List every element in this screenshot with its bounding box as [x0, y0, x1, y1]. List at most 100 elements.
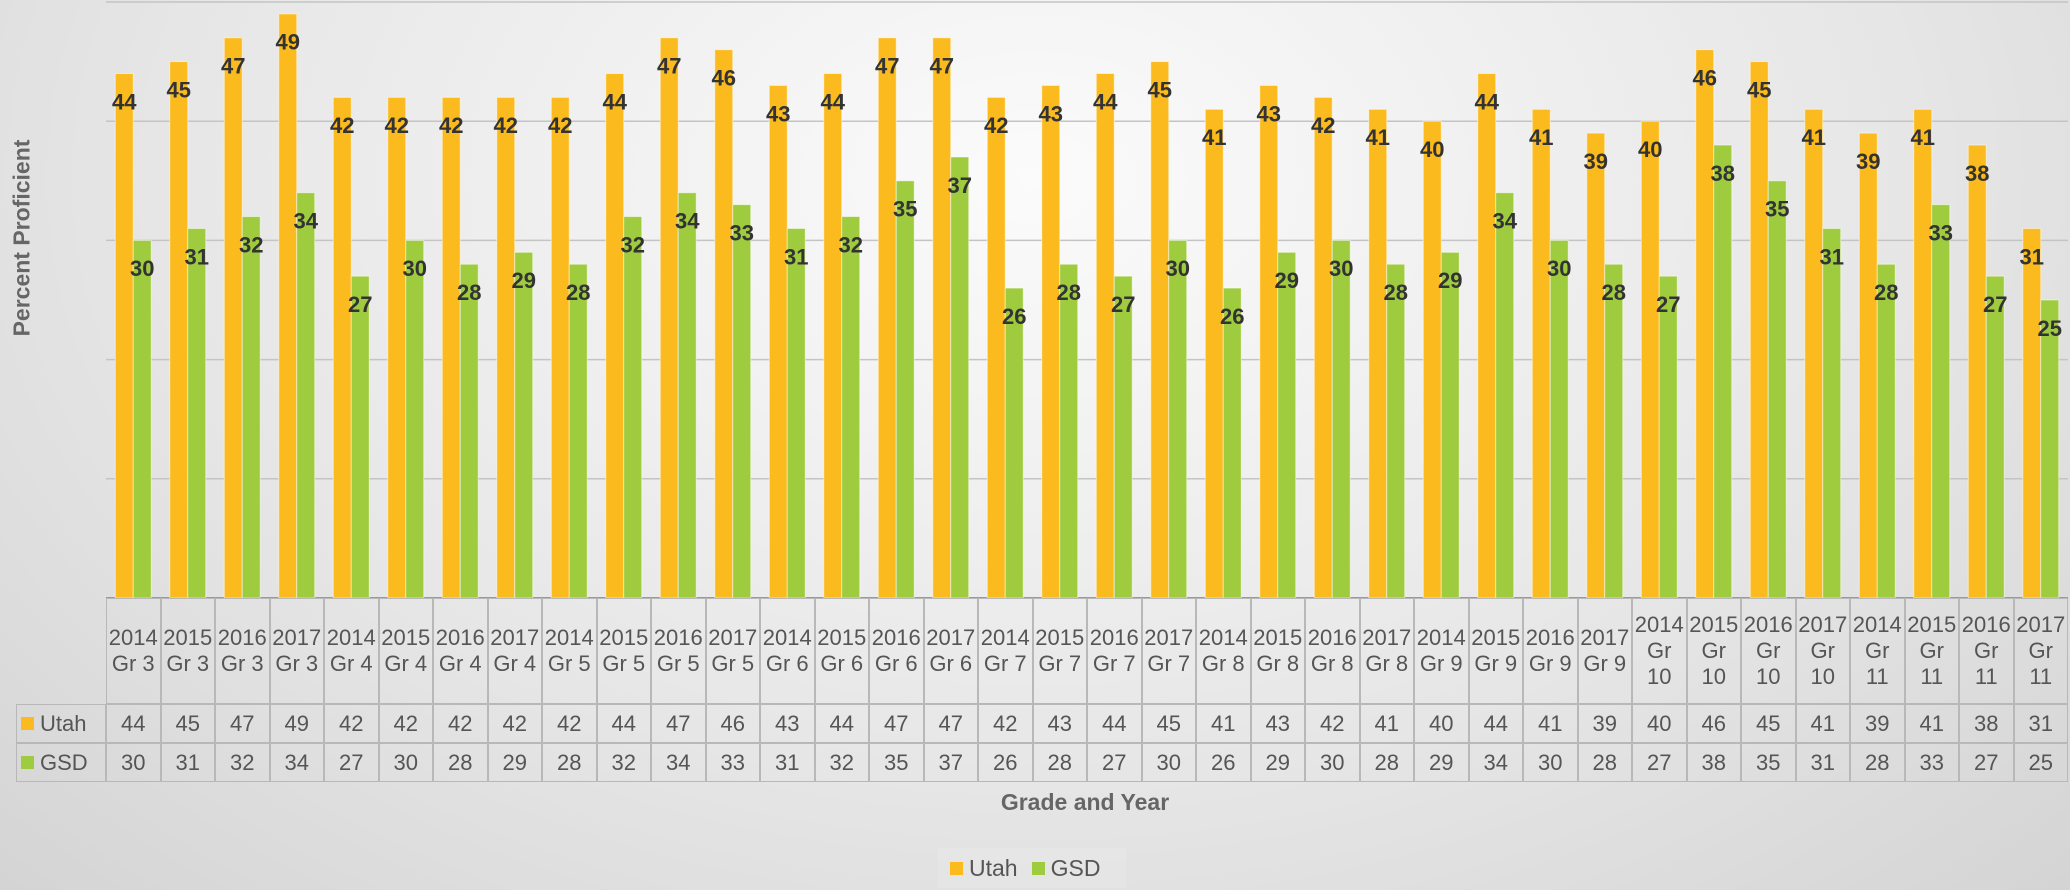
data-label: 30 — [1166, 256, 1190, 281]
x-tick-label: 2014 Gr 11 — [1850, 598, 1905, 704]
data-label: 28 — [566, 280, 590, 305]
legend: Utah GSD — [938, 848, 1127, 888]
table-value: 26 — [978, 743, 1033, 782]
table-value: 45 — [160, 704, 215, 743]
data-label: 33 — [730, 220, 754, 245]
data-label: 27 — [1656, 292, 1680, 317]
x-tick-label: 2014 Gr 6 — [760, 598, 815, 704]
bar — [1386, 263, 1406, 599]
data-label: 49 — [276, 30, 300, 55]
bar — [1931, 204, 1951, 599]
table-value: 40 — [1632, 704, 1687, 743]
x-tick-label: 2015 Gr 11 — [1904, 598, 1959, 704]
legend-key — [1031, 861, 1045, 875]
bar — [114, 73, 134, 599]
table-value: 33 — [1904, 743, 1959, 782]
table-value: 41 — [1795, 704, 1850, 743]
table-value: 28 — [433, 743, 488, 782]
x-tick-label: 2016 Gr 7 — [1087, 598, 1142, 704]
x-tick-label: 2015 Gr 10 — [1686, 598, 1741, 704]
data-label: 42 — [548, 113, 572, 138]
bar — [823, 73, 843, 599]
bar — [1549, 239, 1569, 599]
data-label: 42 — [984, 113, 1008, 138]
data-label: 28 — [1874, 280, 1898, 305]
bar — [1804, 108, 1824, 599]
data-label: 33 — [1929, 220, 1953, 245]
table-value: 33 — [705, 743, 760, 782]
table-value: 44 — [1087, 704, 1142, 743]
table-value: 47 — [651, 704, 706, 743]
bar — [1822, 227, 1842, 599]
data-label: 31 — [2020, 244, 2044, 269]
bar — [732, 204, 752, 599]
table-value: 31 — [760, 743, 815, 782]
data-label: 40 — [1638, 137, 1662, 162]
x-tick-label: 2015 Gr 7 — [1032, 598, 1087, 704]
x-tick-label: 2015 Gr 3 — [160, 598, 215, 704]
bar — [169, 61, 189, 599]
x-tick-label: 2015 Gr 5 — [596, 598, 651, 704]
bar — [441, 96, 461, 599]
x-tick-label: 2017 Gr 8 — [1359, 598, 1414, 704]
bar — [1004, 287, 1024, 599]
table-value: 34 — [269, 743, 324, 782]
table-value: 31 — [2013, 704, 2068, 743]
table-value: 30 — [1523, 743, 1578, 782]
table-value: 26 — [1196, 743, 1251, 782]
bar — [950, 156, 970, 599]
x-tick-label: 2017 Gr 9 — [1577, 598, 1632, 704]
table-value: 42 — [978, 704, 1033, 743]
x-tick-label: 2015 Gr 9 — [1468, 598, 1523, 704]
table-value: 34 — [1468, 743, 1523, 782]
data-label: 35 — [893, 197, 917, 222]
data-label: 43 — [1257, 101, 1281, 126]
table-value: 35 — [869, 743, 924, 782]
bar — [786, 227, 806, 599]
data-label: 27 — [1111, 292, 1135, 317]
table-value: 29 — [1414, 743, 1469, 782]
data-label: 30 — [1547, 256, 1571, 281]
table-value: 40 — [1414, 704, 1469, 743]
legend-key — [950, 861, 963, 875]
bar — [1876, 263, 1896, 599]
bar — [1858, 132, 1878, 599]
data-label: 28 — [457, 280, 481, 305]
bar — [1640, 120, 1660, 599]
bar — [714, 49, 734, 599]
data-label: 44 — [821, 89, 846, 114]
bar — [1368, 108, 1388, 599]
x-tick-label: 2014 Gr 7 — [978, 598, 1033, 704]
bar — [568, 263, 588, 599]
bar — [1985, 275, 2005, 599]
legend-entry: Utah — [16, 704, 106, 743]
x-tick-label: 2017 Gr 7 — [1141, 598, 1196, 704]
bar — [932, 37, 952, 599]
table-value: 47 — [215, 704, 270, 743]
x-tick-label: 2017 Gr 10 — [1795, 598, 1850, 704]
table-value: 44 — [596, 704, 651, 743]
bar — [1168, 239, 1188, 599]
bar — [895, 180, 915, 599]
bar — [1749, 61, 1769, 599]
bar — [241, 216, 261, 599]
table-value: 38 — [1686, 743, 1741, 782]
table-value: 30 — [1305, 743, 1360, 782]
bar — [986, 96, 1006, 599]
bar — [768, 84, 788, 599]
table-value: 28 — [1359, 743, 1414, 782]
data-label: 32 — [839, 232, 863, 257]
x-tick-label: 2017 Gr 5 — [705, 598, 760, 704]
table-value: 39 — [1577, 704, 1632, 743]
data-label: 42 — [330, 113, 354, 138]
table-value: 28 — [542, 743, 597, 782]
bar — [1313, 96, 1333, 599]
data-label: 41 — [1802, 125, 1826, 150]
legend-label: GSD — [40, 749, 88, 775]
bar — [1604, 263, 1624, 599]
data-label: 45 — [1747, 77, 1771, 102]
data-label: 32 — [239, 232, 263, 257]
table-value: 42 — [542, 704, 597, 743]
bar — [1767, 180, 1787, 599]
data-label: 34 — [675, 209, 700, 234]
